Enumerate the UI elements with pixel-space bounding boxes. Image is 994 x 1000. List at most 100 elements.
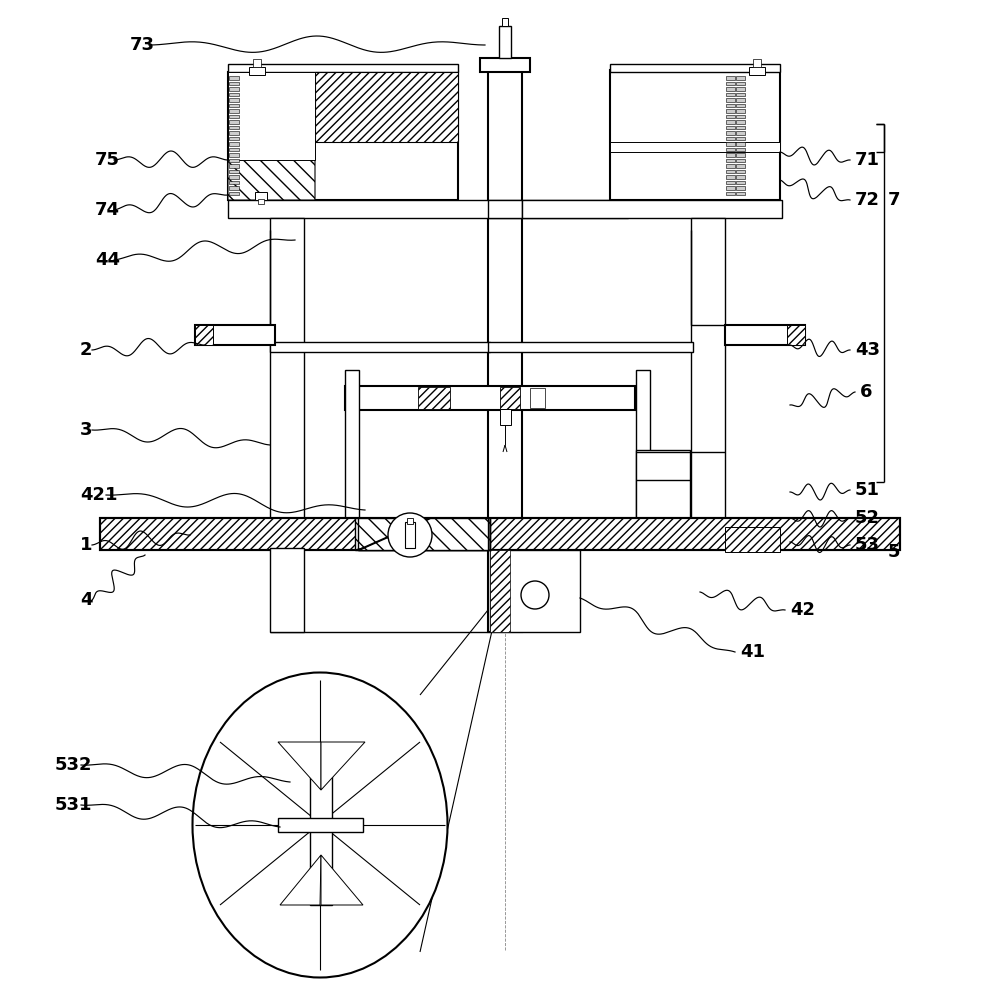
Text: 41: 41 — [740, 643, 764, 661]
Text: 531: 531 — [55, 796, 92, 814]
Bar — [489, 550, 510, 632]
Bar — [229, 87, 239, 91]
Bar — [229, 192, 239, 195]
Bar — [736, 142, 745, 146]
Bar — [736, 181, 745, 184]
Bar — [229, 142, 239, 146]
Bar — [228, 64, 457, 72]
Bar — [100, 518, 900, 550]
Bar — [229, 153, 239, 157]
Bar — [229, 170, 239, 173]
Text: 6: 6 — [859, 383, 872, 401]
Bar — [726, 142, 735, 146]
Bar — [736, 153, 745, 157]
Bar — [269, 218, 304, 530]
Text: 1: 1 — [80, 536, 92, 554]
Bar — [726, 98, 735, 102]
Polygon shape — [279, 855, 321, 905]
Bar — [635, 370, 649, 530]
Circle shape — [310, 749, 332, 771]
Text: 52: 52 — [854, 509, 879, 527]
Polygon shape — [277, 742, 321, 790]
Bar — [726, 153, 735, 157]
Bar — [252, 59, 260, 67]
Bar — [736, 126, 745, 129]
Bar — [100, 518, 900, 550]
Bar — [479, 58, 530, 72]
Bar — [229, 93, 239, 96]
Bar — [269, 342, 489, 352]
Polygon shape — [358, 518, 487, 550]
Bar — [502, 18, 508, 26]
Bar — [530, 388, 545, 408]
Bar — [228, 72, 315, 160]
Bar — [726, 137, 735, 140]
Bar — [500, 387, 520, 409]
Bar — [748, 67, 764, 75]
Text: 421: 421 — [80, 486, 117, 504]
Bar — [736, 82, 745, 85]
Bar — [736, 175, 745, 179]
Polygon shape — [321, 742, 365, 790]
Bar — [229, 159, 239, 162]
Bar — [310, 755, 332, 905]
Text: 4: 4 — [80, 591, 92, 609]
Bar — [500, 409, 511, 425]
Bar — [736, 115, 745, 118]
Bar — [229, 164, 239, 168]
Bar — [228, 200, 627, 218]
Bar — [229, 181, 239, 184]
Bar — [736, 164, 745, 168]
Bar — [726, 175, 735, 179]
Polygon shape — [635, 530, 725, 545]
Text: 7: 7 — [887, 191, 900, 209]
Bar — [726, 159, 735, 162]
Bar — [609, 70, 779, 200]
Bar — [726, 181, 735, 184]
Bar — [609, 142, 779, 152]
Bar — [726, 93, 735, 96]
Circle shape — [388, 513, 431, 557]
Bar — [726, 192, 735, 195]
Bar — [405, 522, 414, 548]
Text: 5: 5 — [887, 543, 900, 561]
Bar — [726, 82, 735, 85]
Bar — [195, 325, 213, 345]
Text: 43: 43 — [854, 341, 879, 359]
Bar — [229, 186, 239, 190]
Bar — [417, 387, 449, 409]
Bar — [736, 98, 745, 102]
Bar — [487, 342, 692, 352]
Text: 73: 73 — [130, 36, 155, 54]
Bar — [229, 131, 239, 135]
Text: 532: 532 — [55, 756, 92, 774]
Bar — [726, 126, 735, 129]
Bar — [229, 120, 239, 124]
Polygon shape — [355, 518, 489, 550]
Bar — [248, 67, 264, 75]
Text: 51: 51 — [854, 481, 879, 499]
Text: 3: 3 — [80, 421, 92, 439]
Ellipse shape — [192, 672, 447, 977]
Bar — [726, 104, 735, 107]
Bar — [487, 60, 522, 632]
Bar — [726, 186, 735, 190]
Polygon shape — [358, 518, 489, 550]
Polygon shape — [355, 518, 489, 550]
Bar — [195, 325, 274, 345]
Bar — [228, 72, 457, 200]
Text: 75: 75 — [94, 151, 120, 169]
Bar — [522, 200, 781, 218]
Bar — [609, 64, 779, 72]
Bar — [257, 199, 263, 204]
Bar — [736, 192, 745, 195]
Bar — [229, 175, 239, 179]
Bar — [726, 148, 735, 151]
Bar — [229, 137, 239, 140]
Text: 71: 71 — [854, 151, 879, 169]
Bar — [229, 104, 239, 107]
Bar — [690, 218, 725, 530]
Bar — [229, 109, 239, 113]
Bar — [736, 109, 745, 113]
Bar — [736, 93, 745, 96]
